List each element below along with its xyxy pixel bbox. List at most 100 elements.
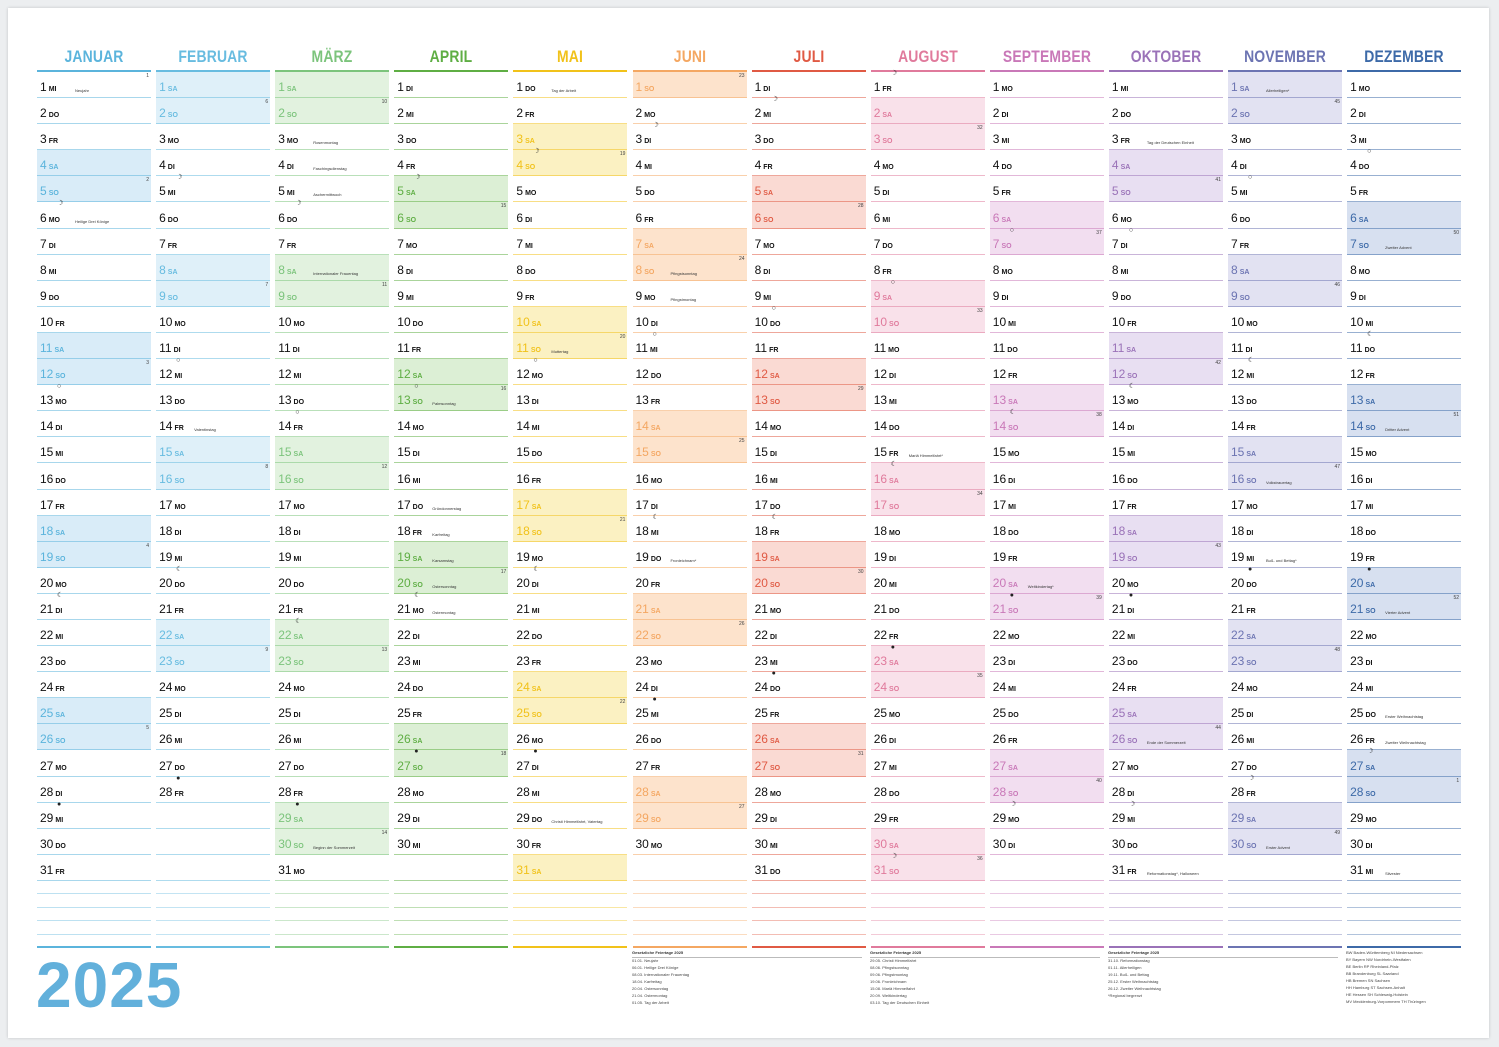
day-number: 15 DI (397, 445, 419, 459)
day-of-month: 29 (397, 810, 411, 825)
weekday-abbr: DO (412, 686, 424, 694)
day-of-month: 24 (1350, 680, 1364, 695)
week-number: 21 (619, 516, 626, 523)
note-line (989, 894, 1104, 908)
day-cell: 10 MO (1228, 307, 1342, 333)
day-number: 6 SA (1350, 211, 1368, 225)
day-of-month: 28 (1231, 784, 1245, 799)
week-number: 8 (265, 464, 269, 471)
weekday-abbr: MI (650, 712, 659, 720)
day-number: 11 DO (1350, 341, 1375, 355)
day-cell: 21 MI (513, 594, 628, 620)
weekday-abbr: FR (55, 320, 65, 328)
weekday-abbr: SA (1008, 399, 1018, 407)
note-line (37, 881, 151, 895)
day-number: 16 DI (1350, 472, 1372, 486)
day-number: 16 DI (993, 472, 1015, 486)
day-cell: 4 SA (1108, 150, 1223, 177)
day-of-month: 11 (278, 341, 291, 356)
day-number: 28 DO (874, 785, 900, 799)
day-of-month: 24 (635, 680, 649, 695)
day-number: 22 SA (1231, 628, 1256, 642)
day-of-month: 6 (40, 210, 47, 225)
day-of-month: 14 (40, 419, 54, 434)
weekday-abbr: MO (531, 555, 544, 563)
weekday-abbr: DO (48, 112, 60, 120)
day-of-month: 27 (754, 758, 768, 773)
weekday-abbr: SO (889, 320, 900, 328)
day-number: 11 DI (159, 341, 180, 355)
weekday-abbr: DO (889, 607, 900, 615)
day-of-month: 15 (992, 445, 1007, 460)
day-number: 29 SA (1231, 811, 1256, 825)
day-of-month: 4 (516, 158, 524, 173)
day-number: 1 DI (755, 80, 771, 94)
day-cell: 25 MO (870, 698, 985, 725)
day-cell: 22 SO 26 (632, 619, 747, 647)
weekday-abbr: SA (882, 294, 893, 302)
day-of-month: 17 (1350, 497, 1364, 512)
day-number: 30 DI (993, 837, 1015, 851)
day-number: 20 DO (1231, 576, 1257, 590)
day-of-month: 12 (1231, 367, 1245, 382)
day-cell: 25 DI (275, 698, 390, 725)
day-of-month: 28 (992, 784, 1007, 799)
weekday-abbr: SO (174, 660, 185, 668)
day-of-month: 26 (159, 732, 173, 747)
day-number: 21 FR (278, 602, 303, 616)
day-of-month: 11 (516, 341, 529, 356)
day-cell: 17 SA (513, 489, 628, 516)
day-of-month: 12 (1350, 367, 1364, 382)
day-cell: 3 MI (1347, 124, 1462, 151)
weekday-abbr: MO (1365, 816, 1377, 824)
month-rule (37, 70, 151, 72)
day-number: 1 DI (397, 80, 413, 94)
day-number: 17 MI (1350, 498, 1373, 512)
weekday-abbr: SA (55, 712, 66, 720)
day-number: 22 DI (755, 628, 777, 642)
day-cell: 26 FR Zweiter Weihnachtstag (1347, 724, 1462, 751)
day-number: 29 MI (40, 811, 63, 825)
day-of-month: 26 (635, 732, 649, 747)
weekday-abbr: DI (769, 451, 777, 459)
weekday-abbr: DO (769, 503, 781, 511)
day-number: 15 MI (1112, 445, 1135, 459)
day-cell: 28 DI (1108, 777, 1223, 803)
day-number: 25 SA (40, 706, 65, 720)
day-number: 13 SO (397, 393, 422, 407)
holiday-label: Muttertag (551, 349, 569, 355)
day-cell: 13 MO ○ (37, 383, 151, 412)
day-cell: 1 DI (394, 72, 509, 99)
day-number: 29 DO (516, 811, 542, 825)
weekday-abbr: MO (1008, 816, 1020, 824)
day-cell: 9 DO (1108, 281, 1223, 307)
day-cell: 2 DI (1347, 98, 1462, 125)
day-cell: 4 MI (632, 150, 747, 177)
weekday-abbr: FR (405, 164, 416, 172)
weekday-abbr: MO (55, 399, 67, 407)
weekday-abbr: SA (882, 112, 893, 120)
day-number: 29 SA (278, 811, 303, 825)
day-of-month: 22 (516, 628, 530, 643)
day-number: 4 DO (993, 158, 1012, 172)
holiday-label: Heilige Drei Könige (75, 218, 110, 224)
day-cell: 14 SA (632, 411, 747, 438)
empty-day-cell (989, 855, 1104, 881)
holiday-label: Valentinstag (194, 427, 216, 433)
day-cell: 30 SO Erster Advent 49 (1228, 828, 1342, 855)
day-number: 3 FR (1112, 132, 1130, 146)
day-of-month: 24 (754, 680, 768, 695)
weekday-abbr: SA (412, 555, 423, 563)
weekday-abbr: DI (174, 529, 182, 537)
day-of-month: 13 (992, 393, 1007, 408)
holiday-row: 19.06. Fronleichnam (870, 979, 907, 984)
holiday-label: Beginn der Sommerzeit (313, 844, 355, 850)
holiday-label: Karfreitag (432, 531, 450, 537)
day-cell: 2 SA (870, 98, 985, 125)
day-cell: 27 MO (37, 750, 151, 777)
day-number: 5 SA (397, 184, 415, 198)
month-column-november: NOVEMBER 1 SA Allerheiligen* 2 SO 45 3 MO 4 DI 5 MI ○… (1228, 46, 1342, 949)
day-cell: 8 MI (37, 255, 151, 281)
day-of-month: 25 (278, 706, 292, 721)
note-line (751, 921, 866, 935)
